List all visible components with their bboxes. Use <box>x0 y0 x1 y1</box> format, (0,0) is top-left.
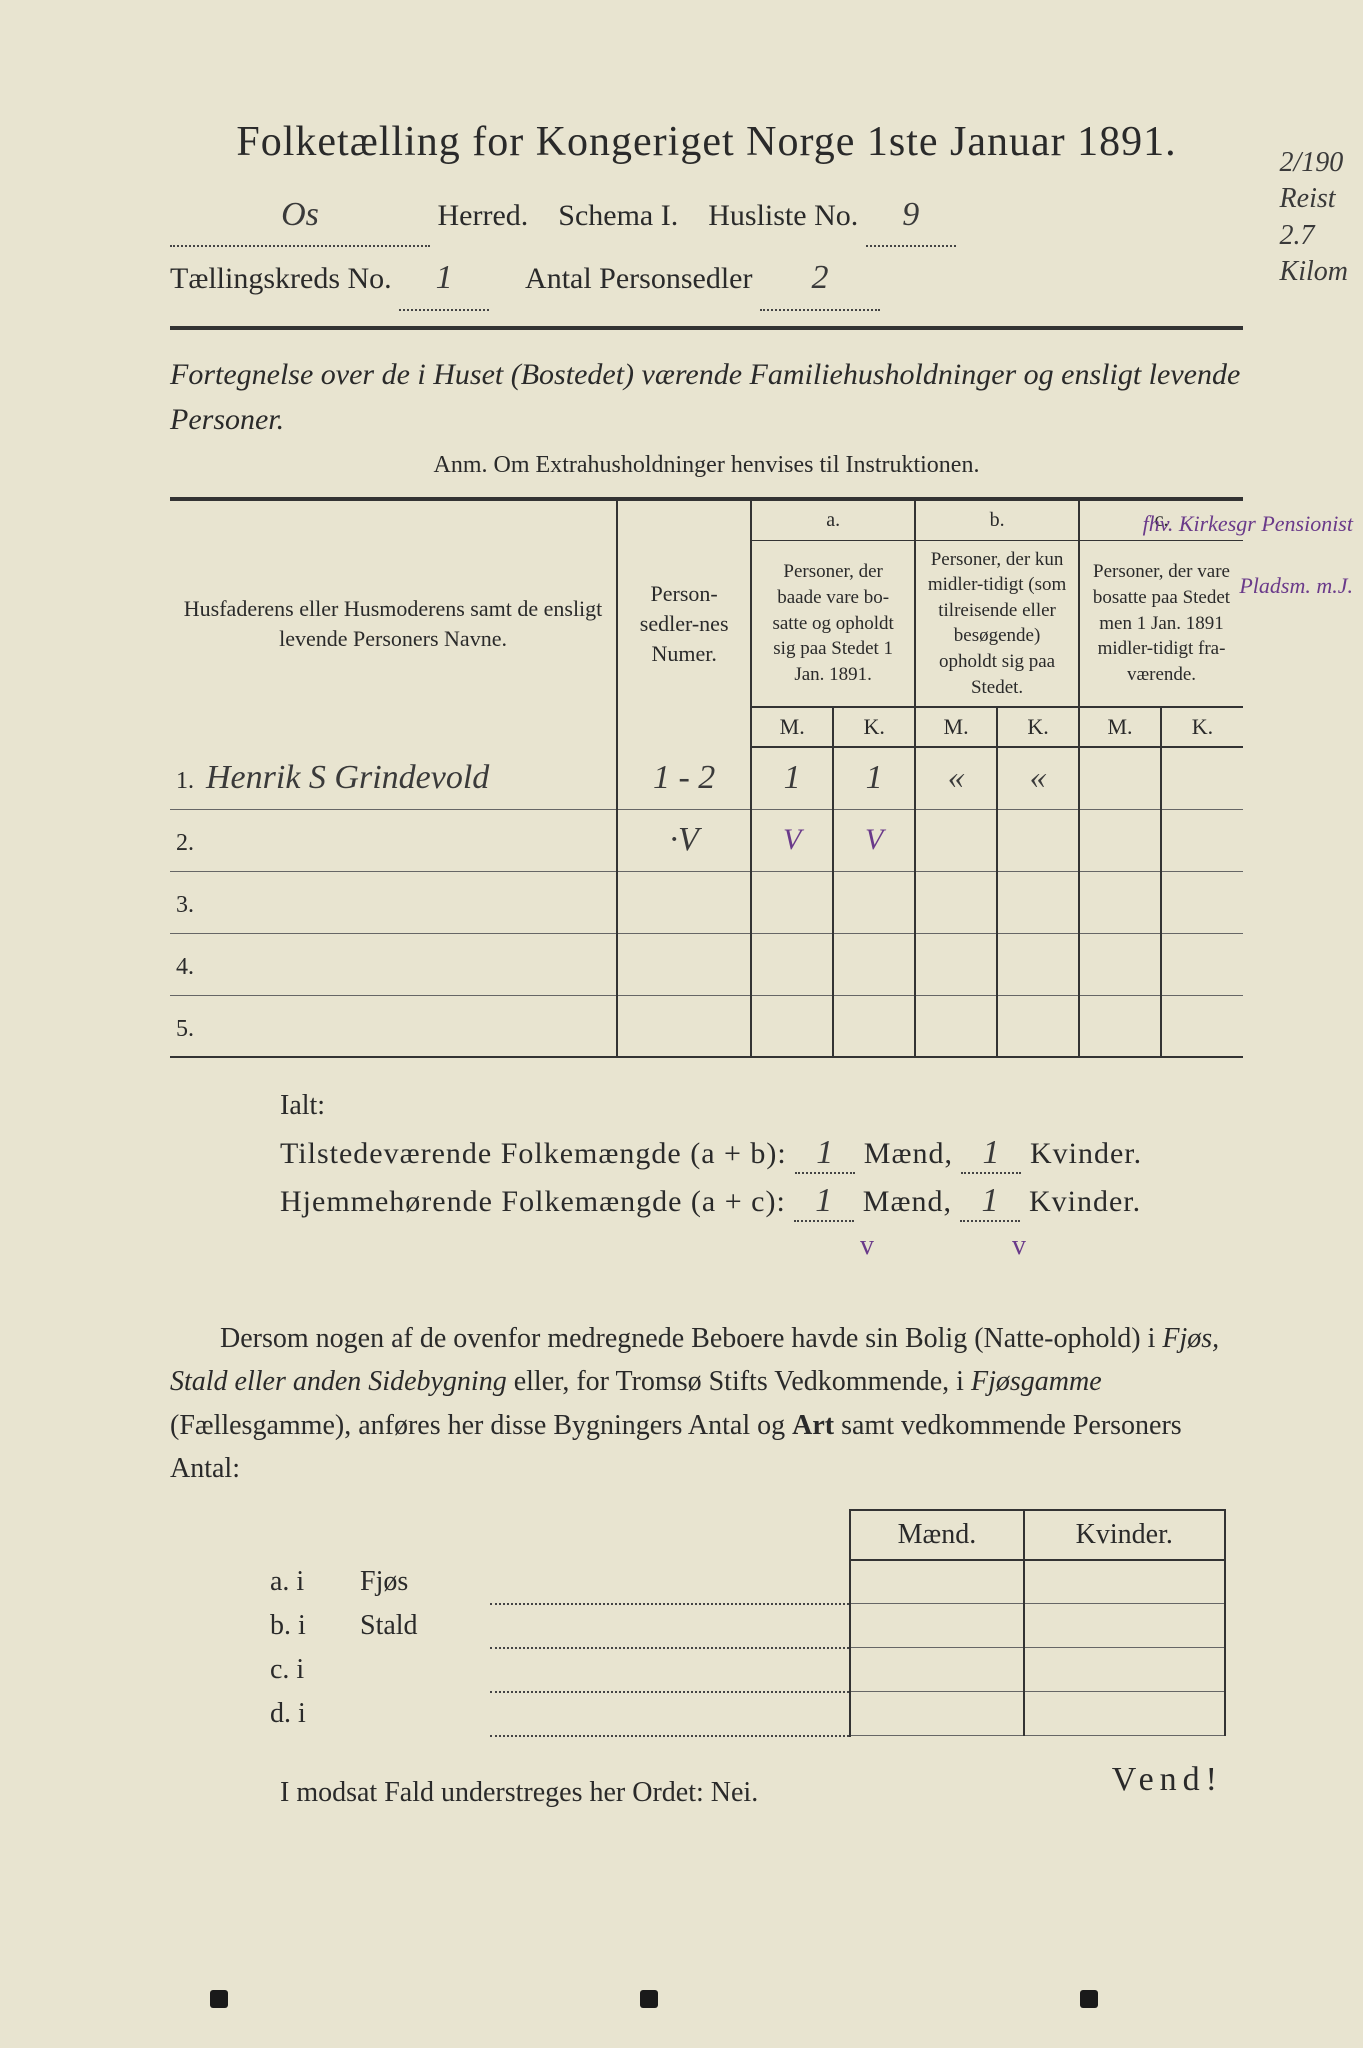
col-c-M: M. <box>1079 707 1161 747</box>
bottom-kvinder-header: Kvinder. <box>1024 1510 1225 1560</box>
row-note: Pladsm. m.J. <box>1239 572 1353 601</box>
herred-value: Os <box>281 196 319 233</box>
table-row: 3. <box>170 871 1243 933</box>
totals-2-m: 1 <box>815 1182 833 1219</box>
totals-line-2: Hjemmehørende Folkemængde (a + c): 1 Mæn… <box>280 1182 1243 1222</box>
table-row: c. i <box>260 1648 1225 1692</box>
col-numer-header: Person-sedler-nes Numer. <box>617 499 751 748</box>
document-title: Folketælling for Kongeriget Norge 1ste J… <box>170 118 1243 166</box>
totals-line-1: Tilstedeværende Folkemængde (a + b): 1 M… <box>280 1134 1243 1174</box>
bottom-table: Mænd. Kvinder. a. iFjøsb. iStaldc. id. i <box>260 1509 1226 1737</box>
col-b-K: K. <box>997 707 1079 747</box>
table-row: 5. <box>170 995 1243 1057</box>
husliste-value: 9 <box>902 196 919 233</box>
divider <box>170 326 1243 330</box>
check-k: v <box>1012 1230 1026 1261</box>
vend-label: Vend! <box>1112 1761 1223 1799</box>
paragraph: Dersom nogen af de ovenfor medregnede Be… <box>170 1317 1243 1491</box>
nei-line: I modsat Fald understreges her Ordet: Ne… <box>280 1777 1243 1809</box>
table-row: 4. <box>170 933 1243 995</box>
col-c-text: Personer, der vare bosatte paa Stedet me… <box>1079 540 1243 707</box>
totals-1-k: 1 <box>982 1134 1000 1171</box>
anm-text: Anm. Om Extrahusholdninger henvises til … <box>170 452 1243 479</box>
persedler-value: 2 <box>811 259 828 296</box>
persedler-label: Antal Personsedler <box>525 262 752 295</box>
row-note: fhv. Kirkesgr Pensionist <box>1143 510 1353 539</box>
husliste-label: Husliste No. <box>708 199 858 232</box>
col-b-text: Personer, der kun midler-tidigt (som til… <box>915 540 1079 707</box>
schema-label: Schema I. <box>558 199 678 232</box>
kreds-value: 1 <box>436 259 453 296</box>
header-block: Os Herred. Schema I. Husliste No. 9 Tæll… <box>170 184 1243 310</box>
ialt-label: Ialt: <box>280 1090 1243 1122</box>
main-table: Husfaderens eller Husmoderens samt de en… <box>170 497 1243 1059</box>
herred-label: Herred. <box>438 199 529 232</box>
col-a-M: M. <box>751 707 833 747</box>
col-a-text: Personer, der baade vare bo-satte og oph… <box>751 540 915 707</box>
table-row: 2.·VVV <box>170 809 1243 871</box>
margin-note: 2/190 Reist 2.7 Kilom <box>1280 145 1348 291</box>
kreds-label: Tællingskreds No. <box>170 262 392 295</box>
col-names-header: Husfaderens eller Husmoderens samt de en… <box>170 499 617 748</box>
table-row: 1.Henrik S Grindevold1 - 211«« <box>170 747 1243 809</box>
col-a-K: K. <box>833 707 915 747</box>
totals-2-k: 1 <box>981 1182 999 1219</box>
punch-hole <box>210 1990 228 2008</box>
bottom-maend-header: Mænd. <box>850 1510 1024 1560</box>
punch-hole <box>640 1990 658 2008</box>
col-b-label: b. <box>915 499 1079 541</box>
col-c-K: K. <box>1161 707 1243 747</box>
table-row: b. iStald <box>260 1604 1225 1648</box>
intro-text: Fortegnelse over de i Huset (Bostedet) v… <box>170 352 1243 442</box>
col-b-M: M. <box>915 707 997 747</box>
col-a-label: a. <box>751 499 915 541</box>
totals-1-m: 1 <box>816 1134 834 1171</box>
punch-hole <box>1080 1990 1098 2008</box>
table-row: d. i <box>260 1692 1225 1736</box>
check-m: v <box>860 1230 874 1261</box>
table-row: a. iFjøs <box>260 1560 1225 1604</box>
